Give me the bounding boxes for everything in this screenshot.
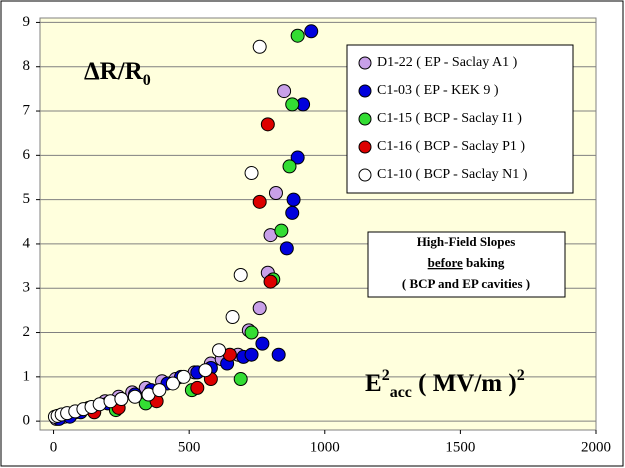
note-line: ( BCP and EP cavities ) [402,276,530,291]
annotation-part: ( MV/m ) [412,370,517,397]
point [285,205,300,220]
point [277,84,292,99]
legend-items: D1-22 ( EP - Saclay A1 ) C1-03 ( EP - KEK… [358,55,528,182]
point [252,194,267,209]
y-tick-label: 4 [23,235,31,251]
point [252,39,267,54]
x-tick-label: 0 [50,439,58,455]
y-tick-label: 3 [23,280,31,296]
point [190,380,205,395]
annotation-part: 2 [382,367,390,384]
legend-label: C1-10 ( BCP - Saclay N1 ) [377,167,528,182]
point [152,383,167,398]
legend-marker [358,112,372,126]
point [285,97,300,112]
annotation-part: E [365,370,382,397]
point [225,310,240,325]
point [114,391,129,406]
y-tick-label: 2 [23,324,31,340]
legend [346,44,574,194]
point [127,389,142,404]
point [212,343,227,358]
point [244,166,259,181]
point [304,24,319,39]
point [260,117,275,132]
legend-marker [358,168,372,182]
x-tick-label: 1500 [445,439,475,455]
legend-marker [358,84,372,98]
point [198,363,213,378]
y-tick-label: 1 [23,368,31,384]
annotation-part: 2 [517,367,525,384]
x-annotation: E2acc ( MV/m )2 [365,367,525,401]
point [290,28,305,43]
y-annotation: ΔR/R0 [84,58,151,89]
point [271,347,286,362]
point [233,267,248,282]
legend-label: C1-03 ( EP - KEK 9 ) [377,83,499,98]
point [244,325,259,340]
point [282,159,297,174]
point [176,369,191,384]
point [286,192,301,207]
x-tick-label: 2000 [581,439,611,455]
point [165,376,180,391]
point [268,185,283,200]
point [244,347,259,362]
y-tick-label: 8 [23,58,31,74]
annotation-part: acc [390,384,412,401]
point [233,372,248,387]
legend-label: C1-16 ( BCP - Saclay P1 ) [377,139,525,154]
note-line: High-Field Slopes [417,234,516,249]
note-box [367,231,566,298]
point [263,274,278,289]
note-underlined: before [428,255,463,270]
legend-marker [358,56,372,70]
point [255,336,270,351]
point [274,223,289,238]
y-tick-label: 0 [23,413,31,429]
point [279,241,294,256]
points [47,24,319,426]
note-rest: baking [466,255,505,270]
point [252,301,267,316]
point [290,150,305,165]
x-tick-label: 500 [178,439,201,455]
annotation-part: ΔR/R [84,58,144,85]
legend-label: D1-22 ( EP - Saclay A1 ) [377,55,518,70]
annotation-part: 0 [143,72,151,89]
y-tick-label: 7 [23,102,31,118]
y-tick-label: 5 [23,191,31,207]
legend-marker [358,140,372,154]
y-tick-label: 9 [23,14,31,30]
x-tick-label: 1000 [310,439,340,455]
legend-label: C1-15 ( BCP - Saclay I1 ) [377,111,522,126]
note-line: before baking [428,255,505,270]
y-tick-label: 6 [23,147,31,163]
